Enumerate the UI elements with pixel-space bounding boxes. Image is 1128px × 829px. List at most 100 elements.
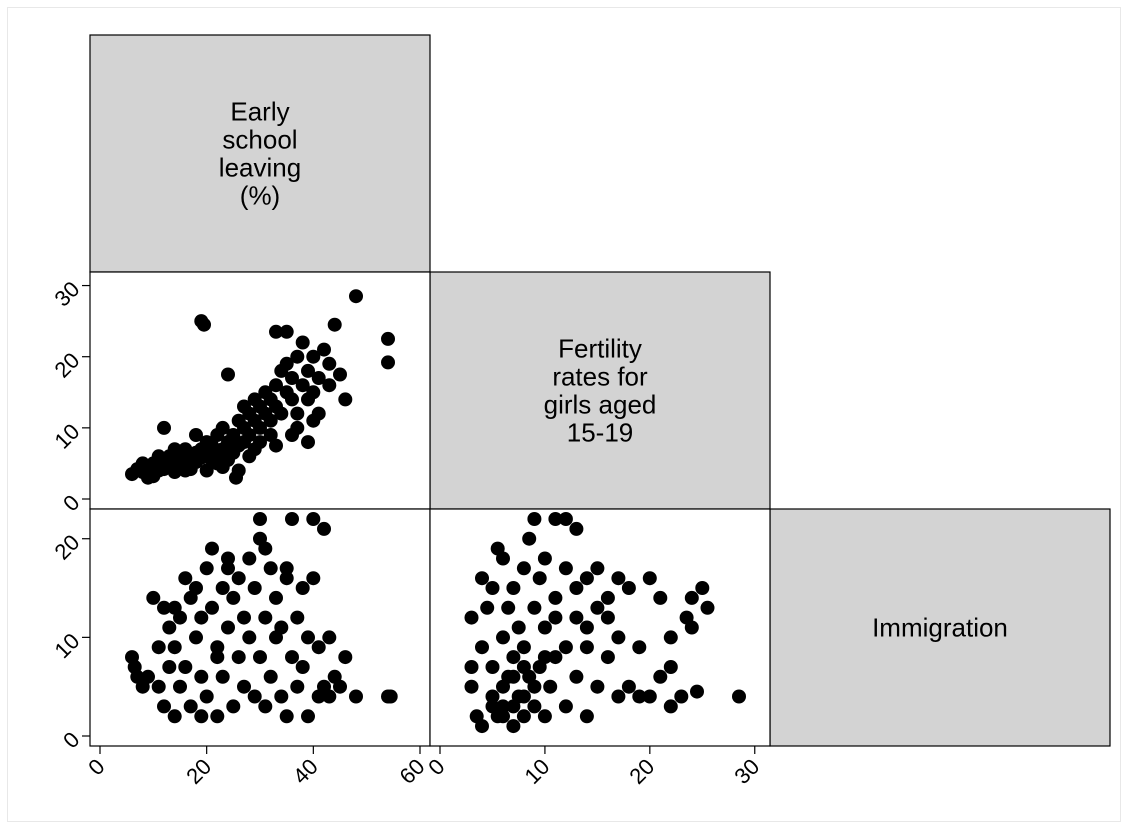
scatter-point xyxy=(157,600,171,615)
scatter-point xyxy=(496,551,510,566)
scatter-point xyxy=(151,640,166,655)
scatter-point xyxy=(242,449,257,464)
scatter-point xyxy=(543,679,558,694)
scatter-point xyxy=(464,660,479,674)
variable-label-line: school xyxy=(222,125,297,155)
scatter-point xyxy=(579,620,594,635)
scatter-point xyxy=(569,610,584,625)
scatter-point xyxy=(199,689,214,704)
scatter-point xyxy=(157,699,171,714)
scatter-point xyxy=(151,449,166,464)
panel-fert-vs-immig xyxy=(429,508,771,747)
scatter-point xyxy=(301,630,315,645)
scatter-point xyxy=(516,660,531,674)
scatter-point xyxy=(590,679,605,694)
scatter-point xyxy=(285,392,299,407)
scatter-point xyxy=(579,640,594,655)
scatter-point xyxy=(226,590,241,605)
scatter-point xyxy=(475,719,489,734)
y-tick-label: 30 xyxy=(49,276,84,311)
scatter-point xyxy=(269,590,283,605)
scatter-point xyxy=(247,689,262,704)
scatter-point xyxy=(285,371,299,385)
scatter-point xyxy=(269,324,283,339)
scatter-point xyxy=(279,356,294,371)
variable-label-line: Immigration xyxy=(872,613,1008,643)
x-tick-label: 0 xyxy=(423,754,449,780)
scatter-point xyxy=(226,428,241,442)
x-tick-label: 10 xyxy=(519,754,554,789)
scatter-point xyxy=(621,679,636,694)
scatter-point xyxy=(295,378,310,393)
scatter-point xyxy=(527,512,542,526)
variable-label-line: girls aged xyxy=(544,390,657,420)
scatter-point xyxy=(151,679,166,694)
scatter-point xyxy=(263,413,278,428)
scatter-point xyxy=(322,356,337,371)
scatter-point xyxy=(215,581,230,595)
scatter-point xyxy=(301,435,315,450)
scatter-point xyxy=(301,709,315,724)
scatter-point xyxy=(258,610,273,625)
scatter-point xyxy=(485,699,500,714)
scatter-point xyxy=(349,689,363,704)
scatter-point xyxy=(306,413,321,428)
scatter-point xyxy=(242,551,257,566)
scatter-point xyxy=(558,561,573,576)
scatter-point xyxy=(135,456,150,471)
scatter-point xyxy=(221,561,235,576)
scatter-point xyxy=(242,630,257,645)
scatter-point xyxy=(263,669,278,684)
scatter-point xyxy=(215,460,230,474)
scatter-point xyxy=(338,392,353,407)
scatter-point xyxy=(295,335,310,350)
scatter-point xyxy=(684,590,699,605)
scatter-point xyxy=(146,590,161,605)
scatter-point xyxy=(311,640,326,655)
scatter-point xyxy=(141,470,155,485)
scatter-point xyxy=(205,541,219,556)
scatter-point xyxy=(253,435,267,450)
y-tick-label: 20 xyxy=(49,348,84,383)
scatter-point xyxy=(684,620,699,635)
variable-label-line: Early xyxy=(230,97,289,127)
scatter-point xyxy=(290,406,305,421)
scatter-point xyxy=(663,630,678,645)
scatter-point xyxy=(178,571,193,586)
scatter-point xyxy=(506,650,521,665)
scatter-point xyxy=(663,660,678,674)
variable-label-line: rates for xyxy=(552,362,648,392)
scatter-point xyxy=(663,699,678,714)
scatter-point xyxy=(537,650,552,665)
scatter-point xyxy=(306,349,321,364)
scatter-point xyxy=(569,581,584,595)
diagonal-box xyxy=(89,34,431,273)
scatter-point xyxy=(253,420,267,435)
scatter-point xyxy=(496,699,510,714)
scatter-point xyxy=(189,581,203,595)
scatter-point xyxy=(558,699,573,714)
scatter-point xyxy=(221,620,235,635)
scatter-point xyxy=(199,561,214,576)
scatter-point xyxy=(621,581,636,595)
scatter-point xyxy=(695,581,710,595)
scatter-point xyxy=(226,699,241,714)
scatter-point xyxy=(527,699,542,714)
scatter-point xyxy=(285,428,299,442)
x-tick-label: 60 xyxy=(395,754,430,789)
scatter-point xyxy=(537,620,552,635)
scatter-point xyxy=(632,689,647,704)
scatter-point xyxy=(558,512,573,526)
scatter-point xyxy=(258,541,273,556)
scatter-point xyxy=(642,571,657,586)
scatter-point xyxy=(506,581,521,595)
scatter-point xyxy=(516,561,531,576)
variable-label-line: 15-19 xyxy=(567,418,634,448)
scatter-point xyxy=(496,630,510,645)
scatter-point xyxy=(485,660,500,674)
scatter-point xyxy=(496,709,510,724)
x-tick-label: 40 xyxy=(288,754,323,789)
scatter-point xyxy=(189,630,203,645)
scatter-point xyxy=(167,442,182,457)
